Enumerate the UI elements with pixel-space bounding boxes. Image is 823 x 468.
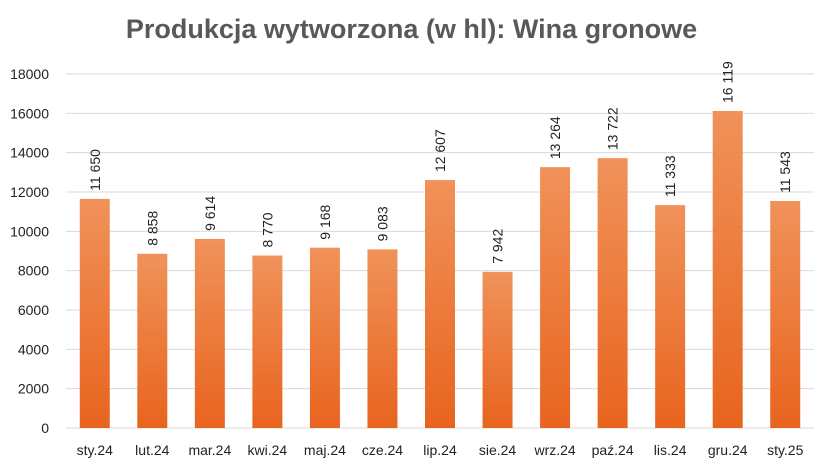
bars: [79, 110, 801, 429]
y-tick-label: 2000: [18, 381, 49, 397]
bar: [79, 198, 110, 428]
y-tick-label: 10000: [10, 223, 49, 239]
x-tick-label: kwi.24: [248, 442, 288, 458]
y-tick-label: 12000: [10, 184, 49, 200]
data-label: 9 168: [317, 204, 333, 239]
bar: [770, 200, 801, 428]
x-tick-label: lis.24: [654, 442, 687, 458]
bar: [137, 253, 168, 428]
chart-title: Produkcja wytworzona (w hl): Wina gronow…: [125, 14, 698, 44]
bar: [597, 158, 628, 428]
bar: [482, 271, 513, 428]
x-tick-label: lut.24: [135, 442, 169, 458]
x-tick-label: lip.24: [423, 442, 457, 458]
x-tick-label: sie.24: [479, 442, 517, 458]
x-tick-label: sty.24: [77, 442, 114, 458]
data-label: 7 942: [490, 229, 506, 264]
bar: [540, 167, 571, 428]
y-tick-label: 16000: [10, 105, 49, 121]
data-label: 9 614: [202, 196, 218, 231]
data-label: 9 083: [374, 206, 390, 241]
bar: [252, 255, 283, 428]
x-tick-label: sty.25: [767, 442, 804, 458]
bar: [655, 205, 686, 428]
x-tick-label: wrz.24: [533, 442, 575, 458]
data-label: 13 264: [547, 116, 563, 159]
x-tick-label: paź.24: [592, 442, 634, 458]
data-label: 16 119: [720, 61, 736, 103]
data-label: 13 722: [605, 107, 621, 150]
data-label: 11 333: [662, 155, 678, 197]
bar: [425, 180, 455, 428]
data-label: 11 650: [87, 149, 103, 191]
x-tick-label: gru.24: [708, 442, 748, 458]
y-tick-label: 14000: [10, 145, 49, 161]
y-tick-label: 4000: [18, 341, 49, 357]
y-axis: 0 2000 4000 6000 8000 10000 12000 14000 16000 180…: [10, 66, 49, 436]
data-label: 8 858: [144, 211, 160, 246]
data-labels: 11 650 8 858 9 614 8 770 9 168 9 083 12 607 7 9…: [87, 61, 793, 264]
y-tick-label: 6000: [18, 302, 49, 318]
x-axis: sty.24 lut.24 mar.24 kwi.24 maj.24 cze.24 lip.…: [77, 442, 804, 458]
bar: [309, 247, 340, 428]
data-label: 8 770: [259, 212, 275, 247]
y-tick-label: 18000: [10, 66, 49, 82]
data-label: 12 607: [432, 129, 448, 172]
x-tick-label: mar.24: [188, 442, 231, 458]
x-tick-label: maj.24: [304, 442, 346, 458]
data-label: 11 543: [777, 151, 793, 193]
y-tick-label: 0: [41, 420, 49, 436]
y-tick-label: 8000: [18, 263, 49, 279]
bar: [712, 110, 743, 429]
x-tick-label: cze.24: [362, 442, 403, 458]
bar: [367, 249, 398, 428]
bar: [194, 238, 225, 428]
